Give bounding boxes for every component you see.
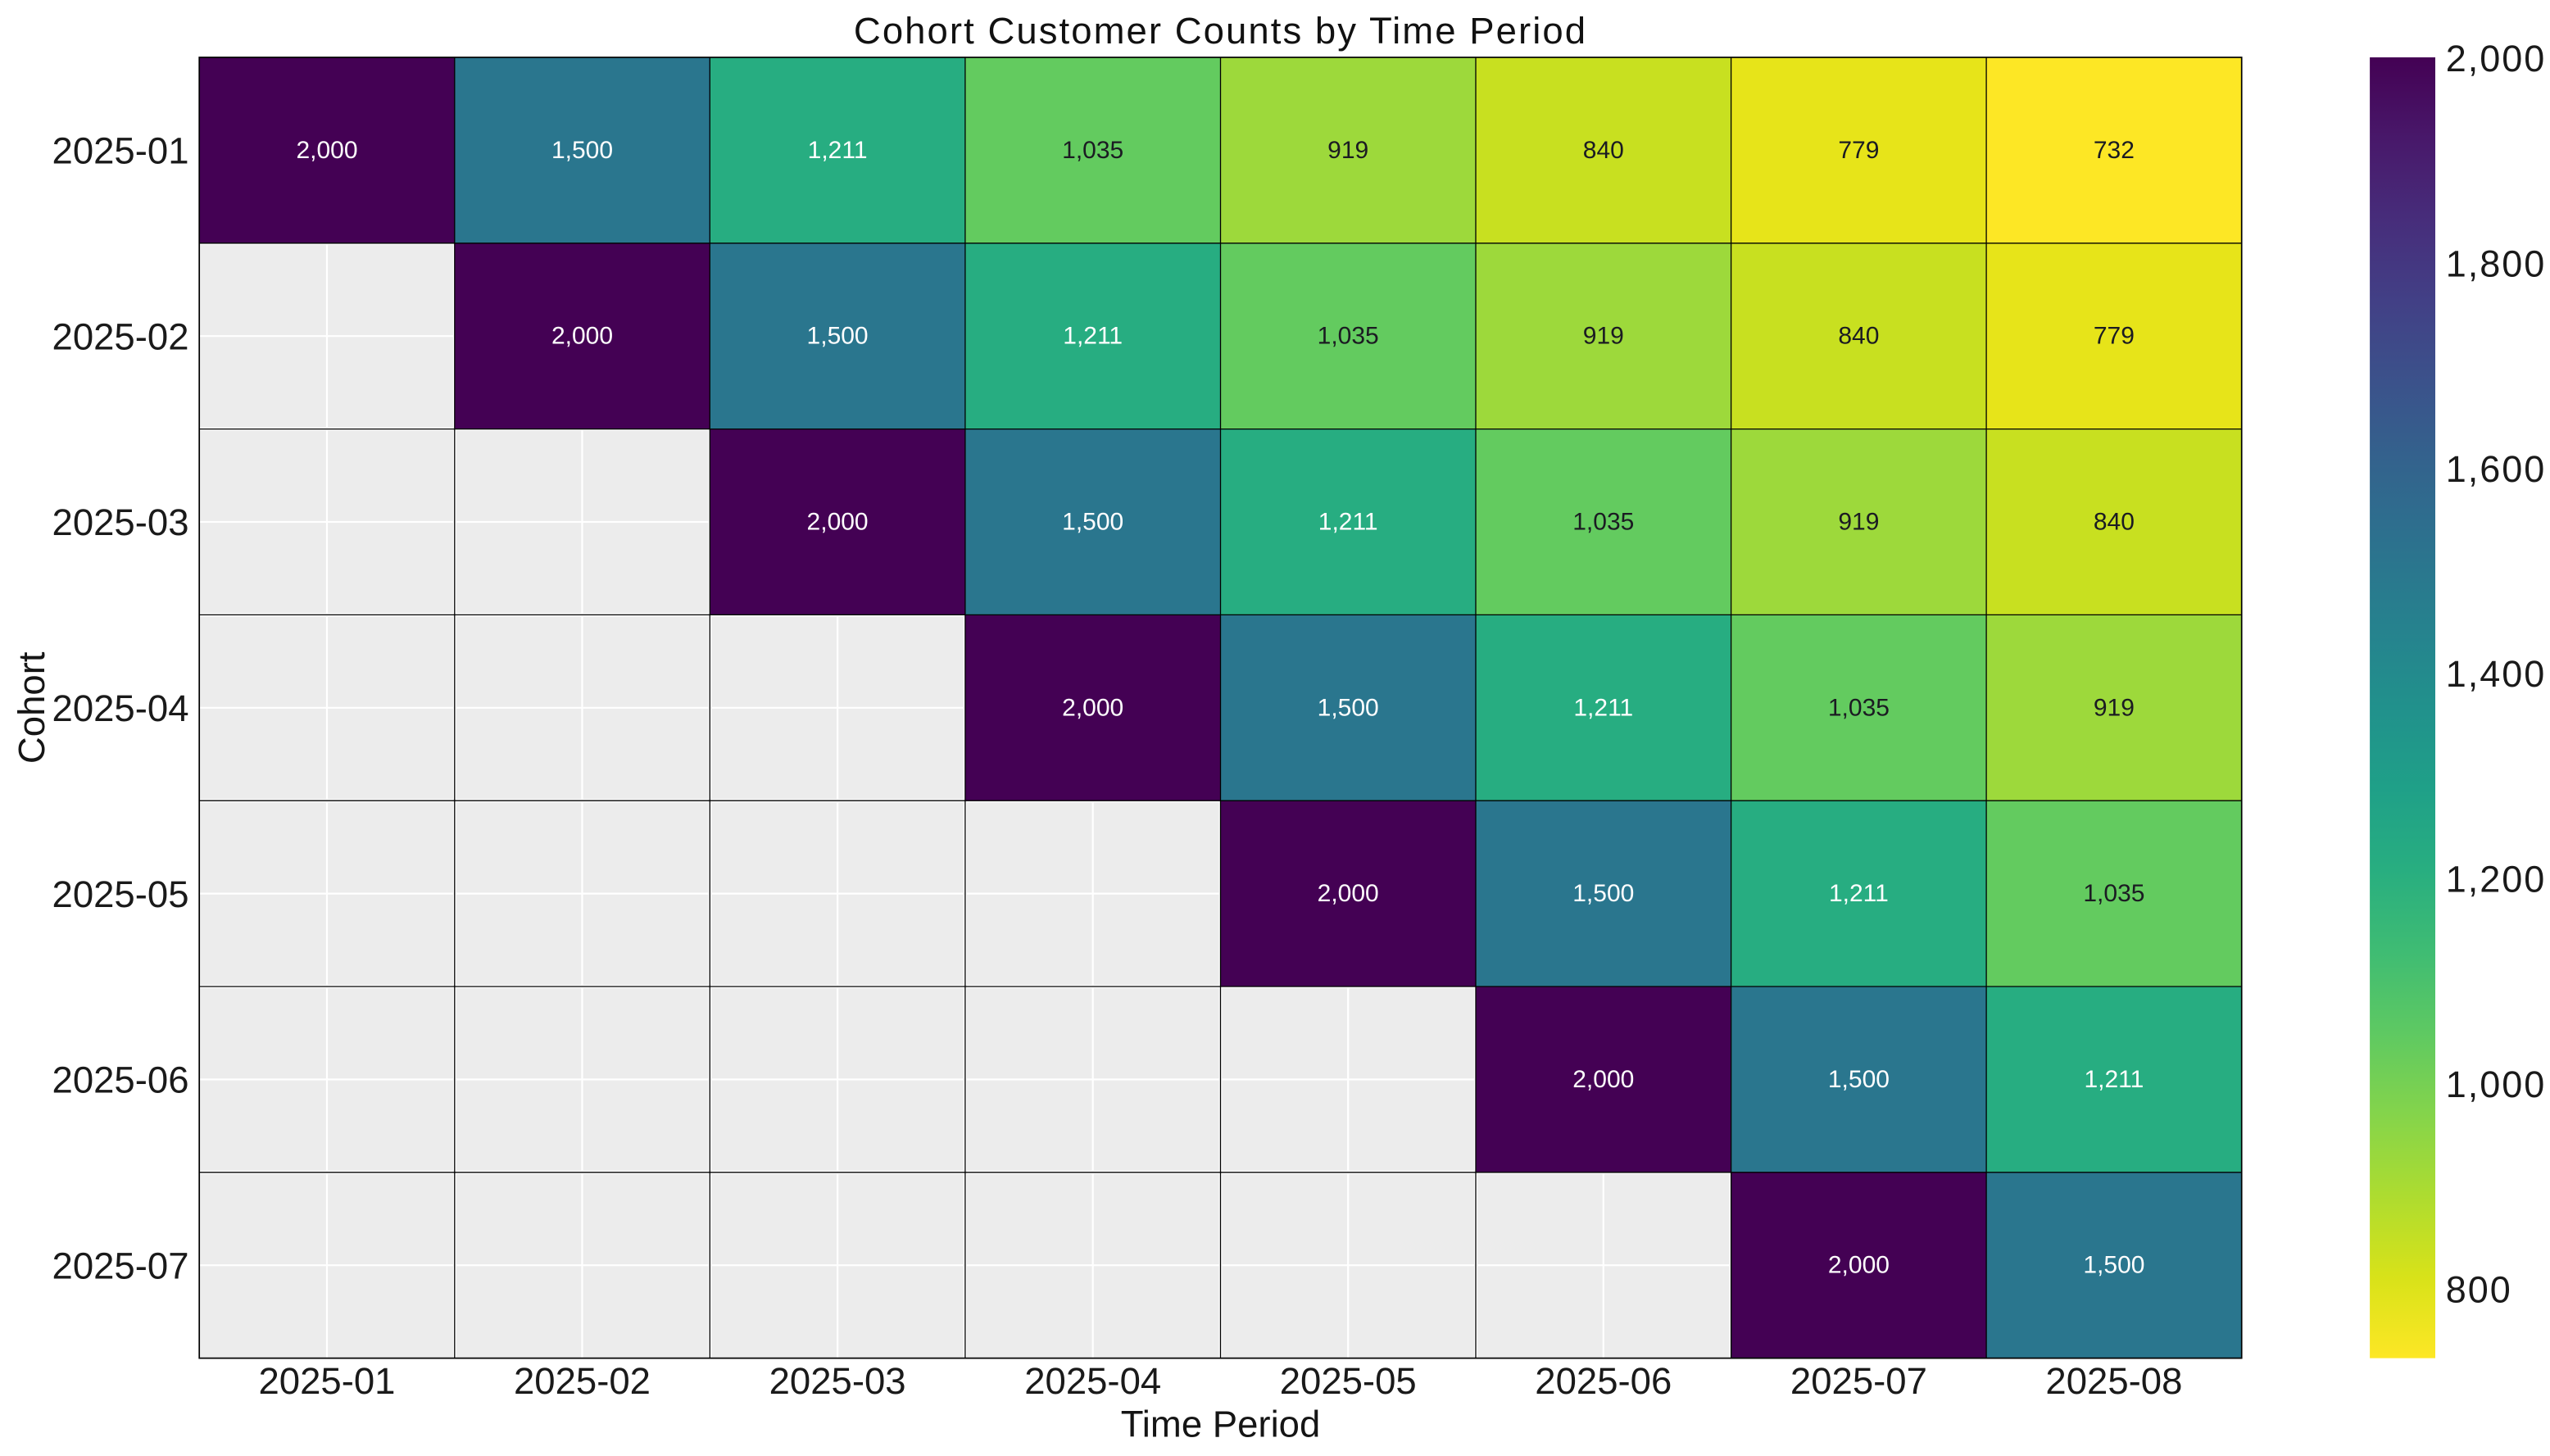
svg-text:2025-01: 2025-01: [52, 130, 189, 172]
svg-text:732: 732: [2094, 137, 2135, 164]
svg-text:1,500: 1,500: [1572, 880, 1634, 907]
svg-text:2025-06: 2025-06: [52, 1059, 189, 1101]
svg-text:840: 840: [1583, 137, 1624, 164]
svg-text:919: 919: [1327, 137, 1368, 164]
svg-text:2025-01: 2025-01: [259, 1360, 396, 1402]
svg-text:2,000: 2,000: [296, 137, 357, 164]
svg-text:1,200: 1,200: [2446, 859, 2547, 900]
svg-text:840: 840: [1838, 323, 1879, 350]
svg-text:919: 919: [1583, 323, 1624, 350]
svg-text:779: 779: [2094, 323, 2135, 350]
svg-text:2,000: 2,000: [807, 509, 869, 536]
svg-text:2025-02: 2025-02: [52, 315, 189, 357]
svg-text:1,211: 1,211: [2084, 1066, 2144, 1093]
svg-text:2,000: 2,000: [551, 323, 613, 350]
svg-text:2,000: 2,000: [1062, 694, 1123, 721]
svg-text:1,035: 1,035: [1062, 137, 1123, 164]
svg-text:1,500: 1,500: [1318, 694, 1379, 721]
svg-text:2025-08: 2025-08: [2045, 1360, 2182, 1402]
svg-text:2,000: 2,000: [1828, 1252, 1890, 1279]
svg-text:2025-04: 2025-04: [1024, 1360, 1161, 1402]
svg-text:1,035: 1,035: [2083, 880, 2144, 907]
svg-text:2025-07: 2025-07: [52, 1245, 189, 1286]
svg-text:2025-05: 2025-05: [52, 873, 189, 915]
svg-text:1,035: 1,035: [1828, 694, 1890, 721]
svg-text:1,211: 1,211: [1063, 323, 1123, 350]
svg-text:2,000: 2,000: [1318, 880, 1379, 907]
svg-text:2,000: 2,000: [1572, 1066, 1634, 1093]
svg-text:1,211: 1,211: [808, 137, 868, 164]
svg-text:840: 840: [2094, 509, 2135, 536]
svg-text:1,500: 1,500: [2083, 1252, 2144, 1279]
svg-text:Cohort Customer Counts by Time: Cohort Customer Counts by Time Period: [854, 10, 1587, 52]
svg-text:1,000: 1,000: [2446, 1064, 2547, 1105]
svg-text:1,211: 1,211: [1573, 694, 1633, 721]
svg-text:Cohort: Cohort: [11, 651, 52, 764]
svg-text:1,500: 1,500: [551, 137, 613, 164]
svg-text:919: 919: [1838, 509, 1879, 536]
svg-text:1,800: 1,800: [2446, 243, 2547, 284]
svg-text:2,000: 2,000: [2446, 38, 2547, 79]
svg-text:1,500: 1,500: [1062, 509, 1123, 536]
svg-text:2025-03: 2025-03: [769, 1360, 906, 1402]
svg-text:1,500: 1,500: [1828, 1066, 1890, 1093]
svg-text:2025-07: 2025-07: [1790, 1360, 1927, 1402]
svg-text:800: 800: [2446, 1269, 2512, 1311]
svg-text:2025-05: 2025-05: [1280, 1360, 1417, 1402]
svg-text:1,035: 1,035: [1318, 323, 1379, 350]
svg-text:2025-03: 2025-03: [52, 501, 189, 543]
svg-text:919: 919: [2094, 694, 2135, 721]
svg-text:1,035: 1,035: [1572, 509, 1634, 536]
svg-text:2025-04: 2025-04: [52, 687, 189, 729]
svg-text:779: 779: [1838, 137, 1879, 164]
svg-text:2025-06: 2025-06: [1535, 1360, 1672, 1402]
svg-text:1,500: 1,500: [807, 323, 869, 350]
svg-text:1,211: 1,211: [1318, 509, 1378, 536]
svg-text:Time Period: Time Period: [1121, 1404, 1321, 1445]
svg-text:1,211: 1,211: [1829, 880, 1889, 907]
svg-text:2025-02: 2025-02: [514, 1360, 651, 1402]
svg-text:1,400: 1,400: [2446, 653, 2547, 695]
svg-text:1,600: 1,600: [2446, 448, 2547, 490]
